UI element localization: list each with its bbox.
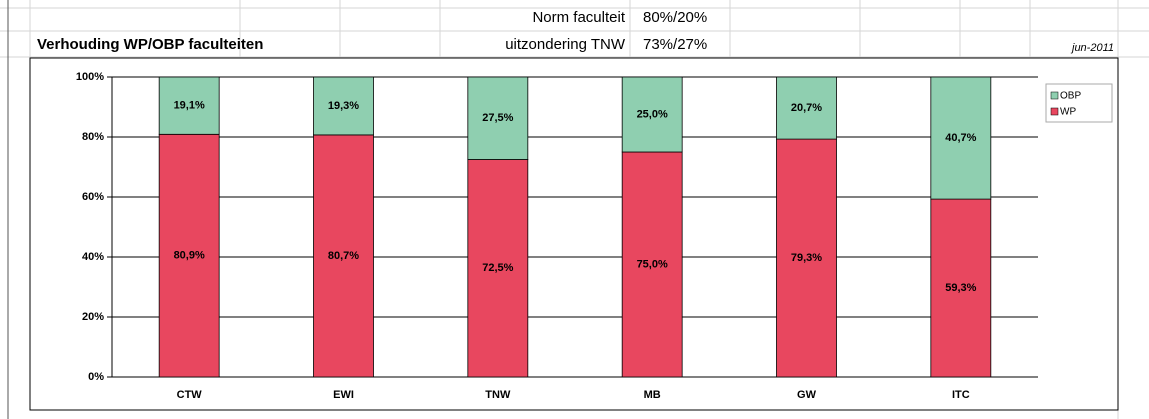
data-label: 27,5% xyxy=(482,112,513,124)
norm-label: Norm faculteit xyxy=(532,9,625,26)
bar-segment xyxy=(776,76,837,140)
legend-label: WP xyxy=(1060,107,1076,118)
bar-segment xyxy=(467,159,529,378)
bar-segment xyxy=(313,76,374,136)
legend-swatch xyxy=(1050,91,1059,100)
data-label: 80,7% xyxy=(328,250,359,262)
exception-value: 73%/27% xyxy=(643,36,707,53)
legend-label: OBP xyxy=(1060,91,1081,102)
bar-segment xyxy=(313,134,374,378)
y-tick-label: 100% xyxy=(76,71,104,83)
y-tick-label: 80% xyxy=(82,131,104,143)
data-label: 79,3% xyxy=(791,252,822,264)
bar-segment xyxy=(158,76,220,135)
bar-segment xyxy=(621,151,683,378)
y-tick-label: 40% xyxy=(82,251,104,263)
x-tick-label: MB xyxy=(644,389,661,401)
bar-segment xyxy=(930,198,992,378)
legend-swatch xyxy=(1050,107,1059,116)
data-label: 59,3% xyxy=(945,282,976,294)
chart-title: Verhouding WP/OBP faculteiten xyxy=(37,36,263,53)
bar-segment xyxy=(776,138,837,378)
exception-label: uitzondering TNW xyxy=(505,36,626,53)
legend-box xyxy=(1045,83,1113,123)
x-tick-label: ITC xyxy=(952,389,970,401)
x-tick-label: TNW xyxy=(485,389,511,401)
y-tick-label: 0% xyxy=(88,371,104,383)
date: jun-2011 xyxy=(1070,42,1114,54)
y-tick-label: 60% xyxy=(82,191,104,203)
data-label: 20,7% xyxy=(791,102,822,114)
x-tick-label: CTW xyxy=(177,389,203,401)
bar-segment xyxy=(621,76,683,153)
data-label: 19,3% xyxy=(328,100,359,112)
bar-segment xyxy=(930,76,992,200)
x-tick-label: EWI xyxy=(333,389,354,401)
data-label: 19,1% xyxy=(174,100,205,112)
data-label: 40,7% xyxy=(945,132,976,144)
bar-segment xyxy=(467,76,529,160)
bar-segment xyxy=(158,133,220,378)
x-tick-label: GW xyxy=(797,389,817,401)
data-label: 75,0% xyxy=(637,258,668,270)
data-label: 72,5% xyxy=(482,262,513,274)
data-label: 80,9% xyxy=(174,250,205,262)
y-tick-label: 20% xyxy=(82,311,104,323)
data-label: 25,0% xyxy=(637,108,668,120)
norm-value: 80%/20% xyxy=(643,9,707,26)
